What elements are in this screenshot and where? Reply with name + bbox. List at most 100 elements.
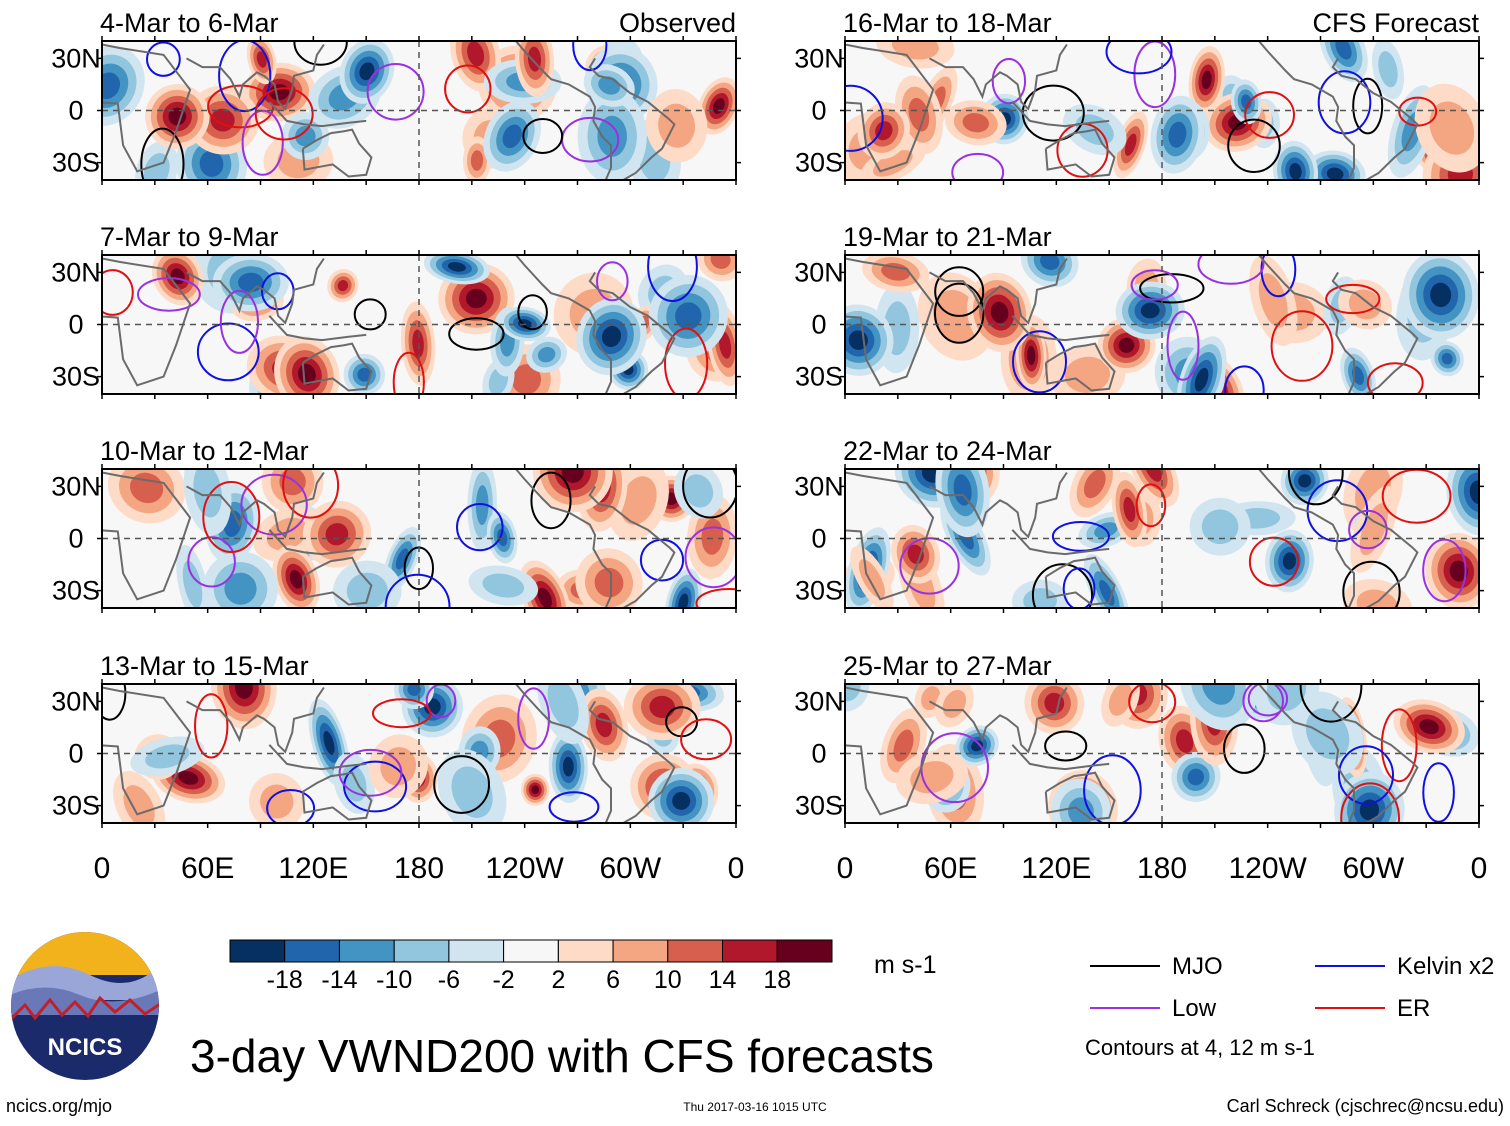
panel: 30N 0 30S 7-Mar to 9-Mar — [51, 222, 741, 399]
contour-line — [1031, 563, 1094, 608]
anomaly-blob — [1201, 509, 1239, 545]
australia-coast — [301, 342, 373, 392]
logo-text: NCICS — [48, 1034, 123, 1061]
contour-line — [146, 41, 181, 77]
anomaly-blob — [1289, 163, 1302, 180]
indonesia-coast — [1011, 744, 1110, 771]
anomaly-blob — [102, 72, 121, 100]
americas-east-coast — [588, 485, 676, 608]
contour-line — [1248, 536, 1300, 587]
anomaly-blob — [710, 255, 731, 269]
contour-line — [282, 469, 340, 519]
colorbar-tick-label: 14 — [709, 966, 737, 994]
contour-line — [1166, 310, 1200, 381]
australia-coast — [1044, 771, 1116, 821]
anomaly-blob — [380, 747, 417, 786]
legend-label: Low — [1172, 995, 1217, 1022]
coastlines — [102, 684, 676, 823]
panel-source-label: Observed — [619, 8, 736, 38]
contour-line — [102, 684, 127, 721]
anomaly-blob — [683, 474, 714, 508]
indonesia-coast — [268, 101, 367, 128]
anomaly-blob — [875, 121, 893, 141]
contour-line — [366, 63, 425, 121]
americas-coast — [1258, 469, 1355, 608]
australia-coast — [301, 556, 373, 606]
colorbar-tick-label: 10 — [654, 966, 682, 994]
lon-tick-label: 60E — [181, 852, 234, 885]
indonesia-coast — [268, 315, 367, 342]
panel: 30N 0 30S 13-Mar to 15-Mar — [51, 651, 741, 828]
anomaly-field — [102, 41, 736, 180]
colorbar-tick-label: -14 — [321, 966, 357, 994]
coastlines — [102, 255, 676, 394]
contour-line — [1135, 483, 1167, 528]
panel-date-label: 13-Mar to 15-Mar — [100, 651, 309, 681]
contour-line — [1247, 684, 1289, 717]
panel-date-label: 22-Mar to 24-Mar — [843, 436, 1052, 466]
panel-date-label: 7-Mar to 9-Mar — [100, 222, 279, 252]
anomaly-blob — [1352, 366, 1364, 385]
contour-line — [1130, 269, 1179, 301]
anomaly-blob — [1266, 684, 1307, 712]
lon-tick-label: 180 — [394, 852, 444, 885]
contour-line — [1062, 567, 1096, 608]
lon-tick-label: 0 — [728, 852, 745, 885]
legend-label: Kelvin x2 — [1397, 953, 1494, 980]
americas-east-coast — [588, 700, 676, 823]
colorbar-swatch — [776, 939, 833, 963]
panel-date-label: 10-Mar to 12-Mar — [100, 436, 309, 466]
contour-line — [219, 289, 259, 354]
anomaly-blob — [234, 684, 253, 699]
anomaly-blob — [1168, 121, 1187, 148]
colorbar-tick-label: -6 — [438, 966, 460, 994]
contour-line — [1083, 754, 1142, 823]
anomaly-blob — [597, 115, 628, 157]
panel: 30N 0 30S 25-Mar to 27-Mar — [794, 651, 1484, 828]
americas-coast — [515, 41, 612, 180]
contour-line — [991, 58, 1027, 105]
colorbar: -18 -14 -10 -6 -2 2 6 10 14 18 — [229, 939, 833, 994]
lon-tick-label: 120W — [485, 852, 564, 885]
anomaly-blob — [1026, 345, 1036, 366]
footer-site: ncics.org/mjo — [6, 1096, 112, 1116]
coastlines — [102, 41, 676, 180]
contour-line — [392, 351, 425, 394]
anomaly-blob — [395, 548, 409, 570]
contour-line — [684, 526, 736, 589]
anomaly-blob — [537, 587, 552, 608]
contour-line — [1325, 283, 1381, 315]
anomaly-blob — [1201, 684, 1235, 705]
anomaly-blob — [1430, 282, 1452, 308]
asia-coast — [186, 43, 325, 111]
africa-coast — [102, 257, 192, 387]
anomaly-blob — [845, 684, 861, 702]
americas-east-coast — [588, 271, 676, 394]
colorbar-swatch — [503, 939, 559, 963]
lon-tick-label: 60W — [1342, 852, 1404, 885]
anomaly-blob — [193, 469, 222, 518]
contour-line — [548, 791, 600, 823]
contour-line — [680, 718, 733, 761]
lat-tick-label: 30S — [795, 576, 843, 606]
anomaly-blob — [497, 529, 508, 547]
contour-line — [572, 41, 608, 72]
africa-coast — [845, 43, 935, 173]
asia-coast — [186, 471, 325, 539]
contour-line — [254, 87, 314, 141]
contour-line — [384, 573, 451, 608]
panel-date-label: 4-Mar to 6-Mar — [100, 8, 279, 38]
colorbar-swatch — [722, 939, 778, 963]
coastlines — [102, 469, 676, 608]
panel-date-label: 16-Mar to 18-Mar — [843, 8, 1052, 38]
contour-line — [372, 698, 432, 729]
indonesia-coast — [1011, 101, 1110, 128]
lat-tick-label: 0 — [68, 96, 83, 126]
australia-coast — [1044, 556, 1116, 606]
anomaly-blob — [466, 288, 487, 309]
australia-coast — [301, 128, 373, 178]
anomaly-field — [102, 255, 736, 394]
anomaly-blob — [1040, 255, 1060, 270]
anomaly-blob — [1201, 70, 1212, 90]
legend-label: ER — [1397, 995, 1430, 1022]
